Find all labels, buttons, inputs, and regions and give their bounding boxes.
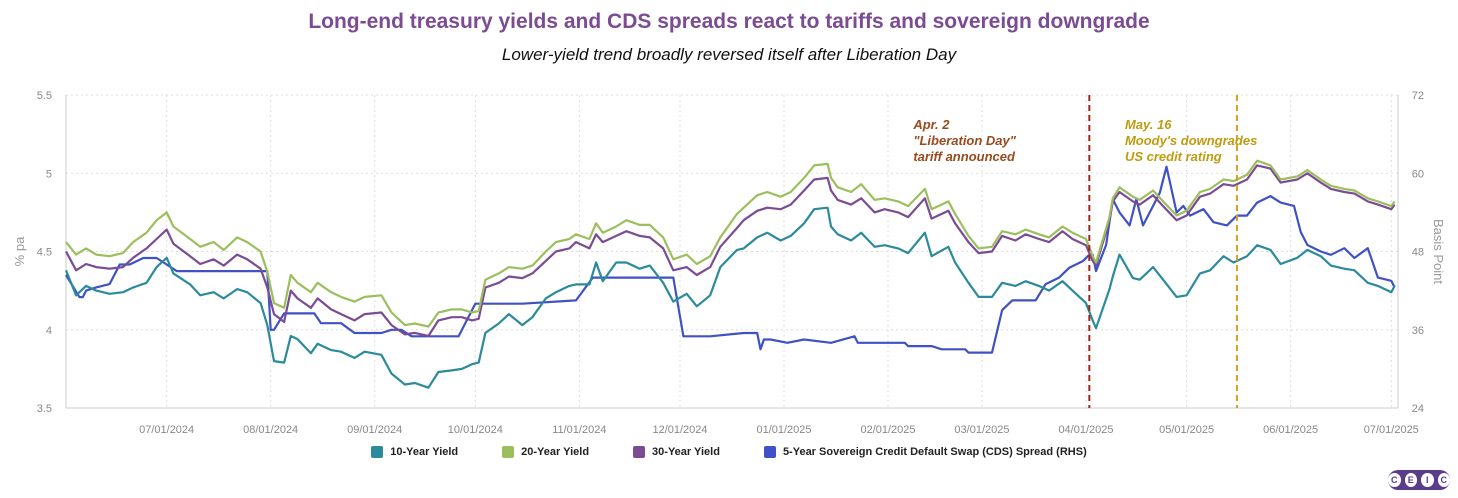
- event-annotation-text: Apr. 2: [912, 117, 950, 132]
- legend-swatch: [502, 446, 515, 458]
- legend-item-cds-spread[interactable]: 5-Year Sovereign Credit Default Swap (CD…: [763, 446, 1087, 458]
- y-tick-right: 36: [1412, 325, 1424, 337]
- ceic-logo: C E I C: [1388, 470, 1450, 490]
- x-tick-label: 07/01/2025: [1364, 424, 1419, 436]
- legend-swatch: [371, 446, 384, 458]
- y-tick-right: 48: [1412, 247, 1424, 259]
- series-line-10-year-yield: [64, 206, 1396, 389]
- axes: 3.5 4 4.5 5 5.5 24 36 48 60 72 07/01/2024 08/01/202…: [12, 90, 1446, 436]
- logo-letter: I: [1421, 473, 1434, 487]
- legend-label: 5-Year Sovereign Credit Default Swap (CD…: [782, 446, 1087, 458]
- y-tick-left: 4: [46, 325, 52, 337]
- logo-letter: E: [1404, 473, 1417, 487]
- legend-item-30-year-yield[interactable]: 30-Year Yield: [633, 446, 720, 458]
- event-annotation-text: May. 16: [1125, 117, 1172, 132]
- legend-label: 30-Year Yield: [652, 446, 720, 458]
- chart-title: Long-end treasury yields and CDS spreads…: [308, 10, 1150, 33]
- y-tick-right: 60: [1412, 168, 1424, 180]
- x-tick-label: 07/01/2024: [139, 424, 194, 436]
- y-axis-label-left: % pa: [12, 236, 27, 266]
- legend-swatch: [633, 446, 646, 458]
- grid-lines: [66, 94, 1398, 409]
- x-tick-label: 08/01/2024: [243, 424, 298, 436]
- legend-swatch: [763, 446, 776, 458]
- legend: 10-Year Yield 20-Year Yield 30-Year Yiel…: [0, 446, 1458, 458]
- event-annotation-text: Moody's downgrades: [1125, 133, 1257, 148]
- x-tick-label: 05/01/2025: [1159, 424, 1214, 436]
- y-tick-left: 3.5: [37, 403, 52, 415]
- series-line-20-year-yield: [65, 159, 1396, 328]
- event-annotation-text: "Liberation Day": [913, 133, 1016, 148]
- series-line-30-year-yield: [65, 164, 1396, 338]
- x-tick-label: 02/01/2025: [860, 424, 915, 436]
- annotations: Apr. 2"Liberation Day"tariff announced Ma…: [912, 95, 1257, 408]
- logo-letter: C: [1437, 473, 1450, 487]
- series-line-5-year-sovereign-credit-default-swap-cds-spread-rhs: [65, 165, 1396, 354]
- y-tick-left: 5: [46, 168, 52, 180]
- x-tick-label: 03/01/2025: [954, 424, 1009, 436]
- legend-item-10-year-yield[interactable]: 10-Year Yield: [371, 446, 458, 458]
- x-tick-label: 06/01/2025: [1263, 424, 1318, 436]
- x-tick-label: 01/01/2025: [756, 424, 811, 436]
- event-annotation-text: US credit rating: [1125, 149, 1222, 164]
- y-tick-left: 4.5: [37, 247, 52, 259]
- x-tick-label: 12/01/2024: [652, 424, 707, 436]
- x-tick-label: 09/01/2024: [347, 424, 402, 436]
- legend-label: 20-Year Yield: [521, 446, 590, 458]
- x-tick-label: 11/01/2024: [552, 424, 606, 436]
- chart-subtitle: Lower-yield trend broadly reversed itsel…: [501, 45, 957, 64]
- x-tick-label: 10/01/2024: [448, 424, 503, 436]
- y-tick-left: 5.5: [37, 90, 52, 102]
- x-tick-label: 04/01/2025: [1058, 424, 1113, 436]
- legend-label: 10-Year Yield: [390, 446, 459, 458]
- y-tick-right: 24: [1412, 403, 1424, 415]
- series-lines: [64, 159, 1396, 389]
- legend-item-20-year-yield[interactable]: 20-Year Yield: [502, 446, 589, 458]
- event-annotation-text: tariff announced: [913, 149, 1016, 164]
- y-axis-label-right: Basis Point: [1431, 219, 1446, 284]
- logo-letter: C: [1388, 473, 1401, 487]
- y-tick-right: 72: [1412, 90, 1424, 102]
